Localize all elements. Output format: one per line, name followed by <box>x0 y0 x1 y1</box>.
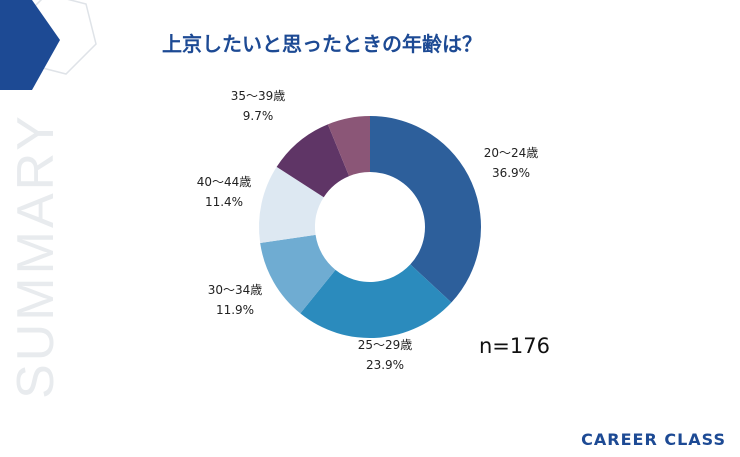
page-title: 上京したいと思ったときの年齢は？ <box>162 32 482 56</box>
chart-slices <box>259 116 482 338</box>
slice-label-1: 25〜29歳 <box>358 338 413 352</box>
slice-label-4: 35〜39歳 <box>231 89 286 103</box>
pie-slice-4 <box>276 124 350 198</box>
sample-size: n=176 <box>479 334 550 358</box>
slice-value-1: 23.9% <box>366 358 404 372</box>
brand-logo: CAREER CLASS <box>581 430 726 449</box>
pie-slice-3 <box>259 166 324 243</box>
slice-value-4: 9.7% <box>243 109 274 123</box>
hexagon-filled <box>0 0 60 90</box>
pie-slice-5 <box>327 116 370 177</box>
slice-value-3: 11.4% <box>205 195 243 209</box>
hexagon-decoration <box>0 0 97 90</box>
slice-label-3: 40〜44歳 <box>197 175 252 189</box>
slice-label-0: 20〜24歳 <box>484 146 539 160</box>
pie-slice-0 <box>370 116 482 303</box>
slice-value-0: 36.9% <box>492 166 530 180</box>
pie-slice-1 <box>300 264 452 338</box>
pie-slice-2 <box>260 234 336 314</box>
slice-value-2: 11.9% <box>216 303 254 317</box>
chart-labels: 20〜24歳 36.9% 25〜29歳 23.9% 30〜34歳 11.9% 40〜44歳 1… <box>197 89 539 372</box>
slice-label-2: 30〜34歳 <box>208 283 263 297</box>
